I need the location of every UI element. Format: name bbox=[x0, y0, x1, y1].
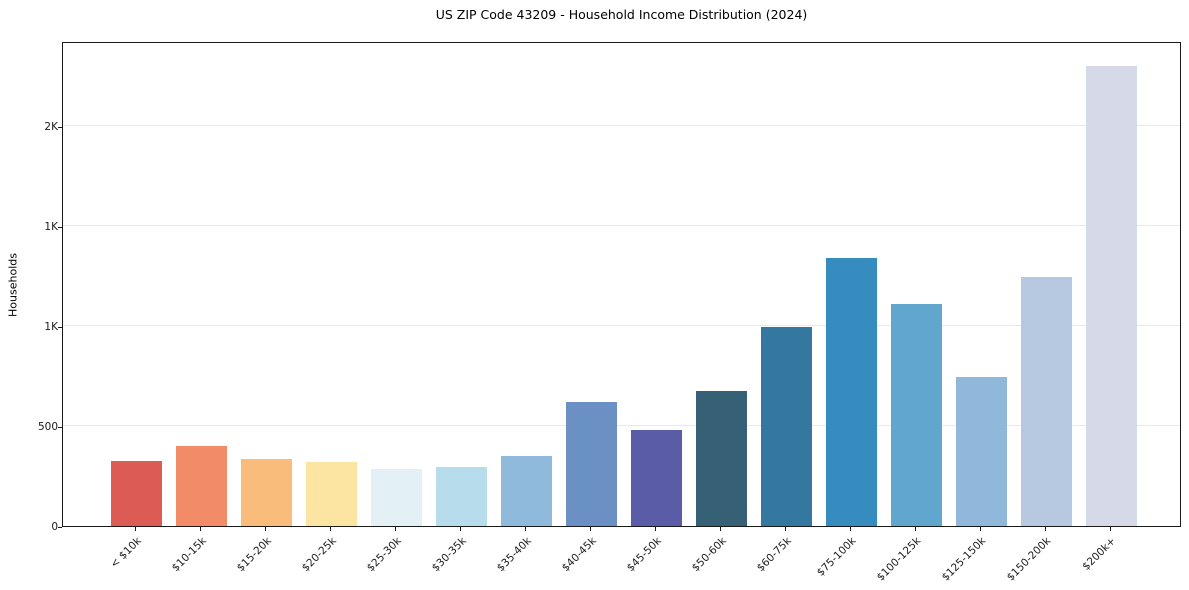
y-axis-label: Households bbox=[6, 253, 20, 317]
y-tick-mark bbox=[58, 527, 62, 528]
y-tick-mark bbox=[58, 127, 62, 128]
x-tick-mark bbox=[655, 527, 656, 531]
x-tick-label: $35-40k bbox=[494, 535, 534, 575]
x-tick-mark bbox=[720, 527, 721, 531]
bar bbox=[370, 469, 422, 526]
bar bbox=[240, 459, 292, 526]
x-tick-mark bbox=[785, 527, 786, 531]
x-tick-mark bbox=[395, 527, 396, 531]
x-tick-mark bbox=[850, 527, 851, 531]
bar bbox=[500, 456, 552, 526]
plot-area bbox=[62, 42, 1181, 527]
gridline bbox=[63, 425, 1180, 426]
bar bbox=[1085, 66, 1137, 526]
x-tick-mark bbox=[980, 527, 981, 531]
x-tick-mark bbox=[460, 527, 461, 531]
bar bbox=[175, 446, 227, 526]
bar bbox=[435, 467, 487, 526]
bar bbox=[955, 377, 1007, 526]
x-tick-label: $125-150k bbox=[939, 535, 989, 584]
y-tick-label: 500 bbox=[37, 421, 58, 433]
gridline bbox=[63, 125, 1180, 126]
y-tick-mark bbox=[58, 427, 62, 428]
y-tick-label: 1K bbox=[44, 321, 58, 333]
gridline bbox=[63, 225, 1180, 226]
x-tick-label: $10-15k bbox=[169, 535, 209, 575]
x-tick-label: $200k+ bbox=[1080, 535, 1119, 573]
x-tick-label: $150-200k bbox=[1004, 535, 1054, 584]
y-tick-label: 2K bbox=[44, 121, 58, 133]
bar bbox=[890, 304, 942, 526]
bar bbox=[1020, 277, 1072, 526]
x-tick-label: $30-35k bbox=[429, 535, 469, 575]
x-tick-mark bbox=[915, 527, 916, 531]
bar bbox=[305, 462, 357, 526]
bar bbox=[695, 391, 747, 526]
x-tick-mark bbox=[330, 527, 331, 531]
x-tick-mark bbox=[200, 527, 201, 531]
chart-title: US ZIP Code 43209 - Household Income Dis… bbox=[435, 7, 808, 22]
y-tick-label: 0 bbox=[51, 521, 58, 533]
y-tick-label: 1K bbox=[44, 221, 58, 233]
x-tick-label: $45-50k bbox=[624, 535, 664, 575]
x-tick-mark bbox=[265, 527, 266, 531]
x-tick-label: < $10k bbox=[107, 535, 144, 571]
x-tick-label: $75-100k bbox=[814, 535, 859, 579]
bar bbox=[110, 461, 162, 526]
bar bbox=[630, 430, 682, 526]
x-tick-mark bbox=[135, 527, 136, 531]
x-tick-mark bbox=[1110, 527, 1111, 531]
gridline bbox=[63, 325, 1180, 326]
x-tick-label: $20-25k bbox=[299, 535, 339, 575]
x-tick-label: $60-75k bbox=[754, 535, 794, 575]
x-tick-label: $100-125k bbox=[874, 535, 924, 584]
x-tick-mark bbox=[590, 527, 591, 531]
bar bbox=[565, 402, 617, 526]
y-tick-mark bbox=[58, 327, 62, 328]
x-tick-label: $40-45k bbox=[559, 535, 599, 575]
bar bbox=[825, 258, 877, 526]
x-tick-label: $25-30k bbox=[364, 535, 404, 575]
x-tick-mark bbox=[525, 527, 526, 531]
x-tick-label: $50-60k bbox=[689, 535, 729, 575]
x-tick-mark bbox=[1045, 527, 1046, 531]
x-tick-label: $15-20k bbox=[234, 535, 274, 575]
bar bbox=[760, 327, 812, 526]
y-tick-mark bbox=[58, 227, 62, 228]
